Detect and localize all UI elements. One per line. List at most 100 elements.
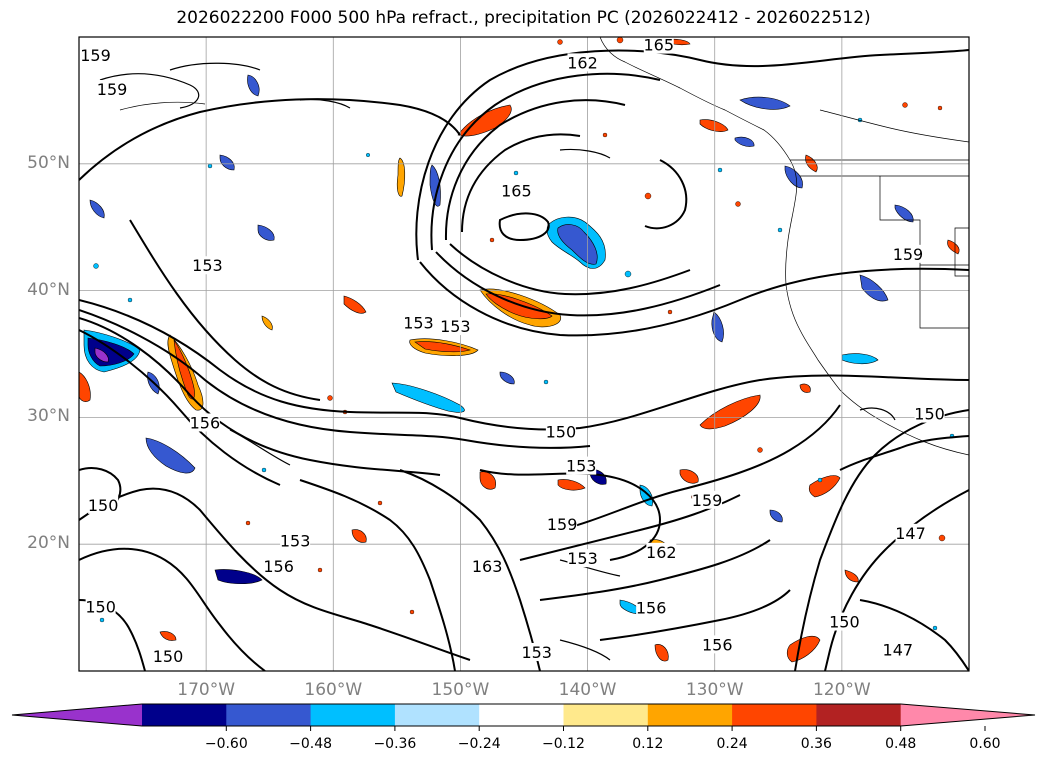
contour-label: 156 bbox=[263, 557, 294, 576]
contour-label-background bbox=[85, 597, 116, 616]
contour-label: 159 bbox=[692, 491, 723, 510]
contour-label: 165 bbox=[643, 36, 674, 55]
contour-label-background bbox=[88, 495, 119, 514]
colorbar-bin bbox=[732, 704, 817, 726]
refractivity-contours bbox=[79, 49, 969, 671]
contour-label: 162 bbox=[646, 543, 677, 562]
contour-label: 153 bbox=[567, 549, 598, 568]
contour-label-background bbox=[189, 413, 220, 432]
colorbar-tick-label: −0.48 bbox=[289, 736, 333, 752]
page-title: 2026022200 F000 500 hPa refract., precip… bbox=[176, 8, 871, 28]
colorbar-bin bbox=[394, 704, 480, 726]
contour-label-background bbox=[692, 490, 723, 509]
map-area: 165 162 159 159 165 153 153 153 159 150 156 150 153 1… bbox=[79, 36, 969, 671]
contour-label-background bbox=[501, 181, 532, 200]
colorbar-bin bbox=[647, 704, 733, 726]
contour-label: 150 bbox=[914, 405, 945, 424]
colorbar-bin bbox=[142, 704, 227, 726]
colorbar-tick-label: −0.24 bbox=[457, 736, 501, 752]
lat-tick-label: 40°N bbox=[27, 279, 70, 300]
contour-label: 156 bbox=[636, 599, 667, 618]
contour-label-background bbox=[829, 612, 860, 631]
colorbar-tick-label: 0.60 bbox=[969, 736, 1001, 752]
contour-label: 150 bbox=[829, 613, 860, 632]
contour-label-background bbox=[153, 646, 183, 665]
lon-tick-label: 160°W bbox=[304, 680, 363, 700]
contour-label: 153 bbox=[403, 313, 434, 332]
colorbar-bin bbox=[310, 704, 396, 726]
contour-label: 150 bbox=[88, 496, 119, 515]
contour-label: 159 bbox=[547, 515, 578, 534]
colorbar-tick-label: −0.12 bbox=[542, 736, 585, 752]
contour-label: 150 bbox=[153, 647, 184, 666]
contour-label-background bbox=[566, 456, 597, 475]
contour-label-background bbox=[280, 531, 311, 550]
contour-label: 159 bbox=[80, 46, 111, 65]
colorbar-bin bbox=[479, 704, 564, 726]
lat-tick-label: 50°N bbox=[27, 152, 70, 173]
contour-label-background bbox=[472, 556, 503, 575]
contour-label: 153 bbox=[280, 531, 311, 550]
contour-label-background bbox=[636, 598, 667, 617]
contour-label-background bbox=[97, 79, 128, 98]
map-frame bbox=[78, 36, 970, 672]
contour-label: 159 bbox=[97, 80, 128, 99]
contour-label-background bbox=[440, 317, 471, 336]
contour-label-background bbox=[521, 642, 552, 661]
contour-label: 165 bbox=[501, 181, 532, 200]
contour-label-background bbox=[882, 640, 913, 659]
contour-label-background bbox=[80, 45, 111, 64]
contour-label-background bbox=[567, 53, 598, 72]
contour-label-background bbox=[567, 549, 598, 568]
colorbar-tick-label: −0.60 bbox=[204, 736, 248, 752]
contour-label-background bbox=[895, 523, 926, 542]
lon-tick-label: 120°W bbox=[812, 680, 871, 700]
contour-label-background bbox=[545, 422, 576, 441]
colorbar-tick-label: −0.36 bbox=[373, 736, 417, 752]
coastline bbox=[119, 37, 969, 456]
colorbar-bin bbox=[900, 704, 1035, 726]
colorbar-bin bbox=[816, 704, 902, 726]
colorbar-tick-label: 0.24 bbox=[716, 736, 748, 752]
contour-label-background bbox=[702, 635, 733, 654]
contour-label: 156 bbox=[702, 635, 733, 654]
lon-tick-label: 140°W bbox=[558, 680, 617, 700]
colorbar-tick-label: 0.12 bbox=[632, 736, 664, 752]
contour-label: 153 bbox=[566, 457, 597, 476]
contour-label: 159 bbox=[893, 245, 924, 264]
colorbar-bin bbox=[226, 704, 312, 726]
contour-label-background bbox=[192, 256, 223, 275]
gridlines bbox=[79, 37, 969, 671]
contour-label-background bbox=[646, 542, 677, 561]
colorbar-bin bbox=[563, 704, 649, 726]
lat-tick-label: 20°N bbox=[27, 533, 70, 554]
contour-label-background bbox=[892, 244, 923, 263]
contour-label: 162 bbox=[567, 53, 598, 72]
lat-tick-label: 30°N bbox=[27, 406, 70, 427]
contour-label-background bbox=[547, 514, 578, 533]
lon-tick-label: 150°W bbox=[431, 680, 490, 700]
lon-tick-label: 170°W bbox=[177, 680, 236, 700]
contour-label: 147 bbox=[895, 524, 926, 543]
contour-label: 150 bbox=[546, 422, 577, 441]
colorbar bbox=[11, 703, 1036, 731]
contour-label-background bbox=[263, 556, 294, 575]
colorbar-tick-label: 0.48 bbox=[885, 736, 917, 752]
lon-tick-label: 130°W bbox=[685, 680, 744, 700]
refractivity-contours-thin bbox=[99, 62, 896, 661]
contour-labels: 165 162 159 159 165 153 153 153 159 150 156 150 153 1… bbox=[80, 36, 945, 666]
contour-label-background bbox=[643, 37, 674, 54]
contour-label: 147 bbox=[883, 640, 914, 659]
colorbar-tick-label: 0.36 bbox=[800, 736, 832, 752]
contour-label: 153 bbox=[192, 256, 223, 275]
contour-label: 153 bbox=[521, 643, 552, 662]
contour-label: 153 bbox=[440, 317, 471, 336]
contour-label: 163 bbox=[472, 557, 503, 576]
contour-label-background bbox=[403, 313, 434, 332]
contour-label-background bbox=[914, 404, 945, 423]
contour-label: 150 bbox=[85, 597, 116, 616]
colorbar-outline bbox=[11, 703, 1036, 727]
contour-label: 156 bbox=[190, 413, 221, 432]
colorbar-bin bbox=[12, 704, 142, 726]
